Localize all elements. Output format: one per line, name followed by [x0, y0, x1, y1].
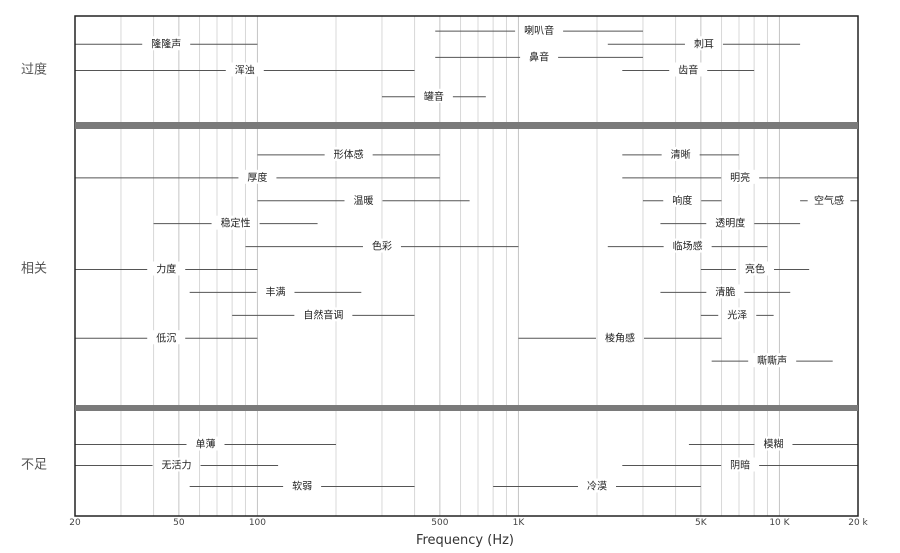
- label-halo: [328, 146, 369, 161]
- range-label: 鼻音: [529, 50, 549, 63]
- label-halo: [298, 307, 349, 322]
- x-tick-label: 5K: [695, 518, 708, 528]
- label-halo: [215, 215, 256, 230]
- group-separator: [75, 405, 858, 411]
- label-halo: [665, 146, 696, 161]
- range-label: 嘶嘶声: [757, 354, 787, 367]
- range-label: 罐音: [424, 90, 444, 103]
- label-halo: [582, 478, 612, 493]
- range-label: 隆隆声: [151, 37, 181, 50]
- label-halo: [151, 330, 182, 345]
- x-tick-label: 10 K: [769, 518, 790, 528]
- label-halo: [740, 261, 771, 276]
- range-label: 自然音调: [303, 308, 343, 321]
- label-halo: [151, 261, 182, 276]
- label-halo: [688, 36, 719, 51]
- label-halo: [146, 36, 187, 51]
- label-halo: [366, 238, 397, 253]
- plot-border: [74, 15, 859, 517]
- label-halo: [287, 478, 318, 493]
- range-label: 响度: [672, 194, 692, 207]
- range-label: 软弱: [292, 480, 312, 493]
- grid-lines: [74, 16, 859, 516]
- label-halo: [710, 215, 751, 230]
- label-halo: [229, 62, 260, 77]
- label-halo: [348, 192, 379, 207]
- label-halo: [710, 284, 741, 299]
- group-label: 相关: [21, 262, 47, 277]
- x-tick-label: 20 k: [848, 518, 868, 528]
- range-bars: [75, 30, 858, 487]
- x-tick-label: 50: [173, 518, 185, 528]
- range-label: 齿音: [678, 64, 698, 77]
- range-label: 丰满: [265, 285, 285, 298]
- label-halo: [599, 330, 640, 345]
- x-tick-label: 20: [69, 518, 81, 528]
- plot-frame: [74, 15, 859, 517]
- range-label: 无活力: [162, 459, 192, 472]
- x-tick-labels: 20 50 100 500 1K 5K 10 K 20 k: [69, 518, 868, 528]
- x-tick-label: 500: [431, 518, 448, 528]
- range-label: 形体感: [334, 148, 364, 161]
- range-label: 明亮: [730, 171, 750, 184]
- range-label: 力度: [156, 263, 176, 276]
- group-separator: [75, 122, 858, 129]
- label-halo: [667, 238, 708, 253]
- label-halo: [667, 192, 698, 207]
- range-label: 模糊: [763, 438, 783, 451]
- label-halo: [752, 353, 793, 368]
- range-label: 棱角感: [605, 331, 635, 344]
- label-halo: [673, 62, 704, 77]
- range-label: 光泽: [727, 308, 747, 321]
- range-label: 阴暗: [730, 459, 750, 472]
- range-label: 单薄: [196, 438, 216, 451]
- label-halo: [519, 23, 560, 38]
- label-halo: [418, 88, 449, 103]
- range-label: 喇叭音: [524, 24, 554, 37]
- range-label: 低沉: [156, 331, 176, 344]
- group-label: 不足: [21, 458, 47, 473]
- label-halo: [524, 49, 555, 64]
- range-label: 空气感: [814, 194, 844, 207]
- label-halo: [260, 284, 291, 299]
- range-label: 透明度: [715, 217, 745, 230]
- range-label: 厚度: [247, 171, 267, 184]
- label-halo: [809, 192, 850, 207]
- label-halo: [242, 169, 273, 184]
- range-label: 亮色: [745, 263, 765, 276]
- range-label: 刺耳: [694, 38, 714, 50]
- group-label: 过度: [21, 62, 47, 78]
- range-label: 清脆: [715, 285, 735, 298]
- range-label: 冷漠: [587, 480, 607, 493]
- label-halo: [190, 436, 221, 451]
- x-tick-label: 1K: [513, 518, 526, 528]
- x-axis-title: Frequency (Hz): [416, 533, 514, 548]
- label-halo: [725, 169, 756, 184]
- range-label: 清晰: [671, 148, 691, 161]
- label-halo: [758, 436, 789, 451]
- x-tick-label: 100: [249, 518, 266, 528]
- range-label: 浑浊: [235, 64, 255, 77]
- range-label: 临场感: [673, 240, 703, 253]
- range-label: 色彩: [372, 240, 392, 253]
- label-halo: [725, 457, 756, 472]
- range-label: 稳定性: [221, 217, 251, 230]
- range-label: 温暖: [354, 194, 374, 207]
- label-halo: [722, 307, 753, 322]
- label-halo: [156, 457, 197, 472]
